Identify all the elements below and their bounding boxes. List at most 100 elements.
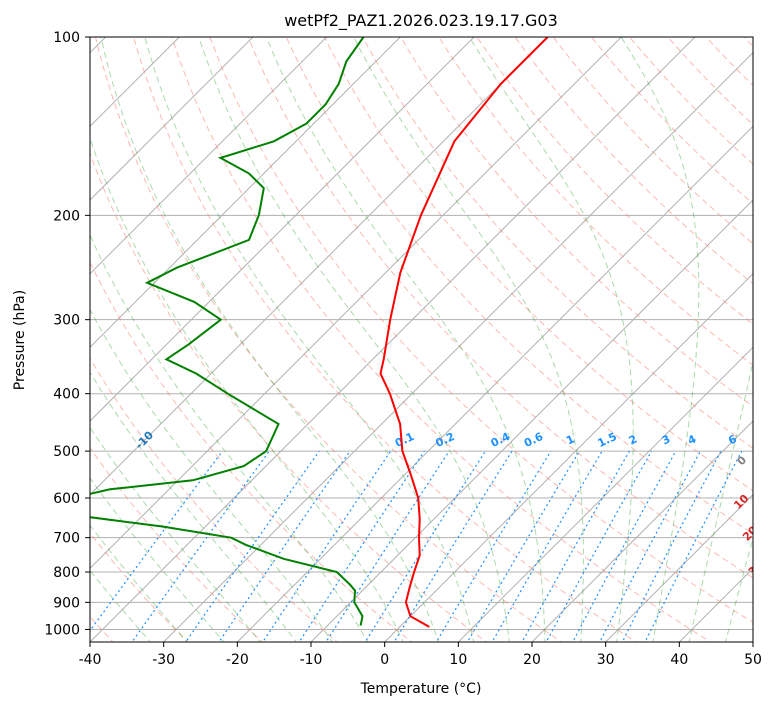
isotherm-line	[310, 199, 753, 642]
mixing-ratio-label: 0.1	[393, 430, 416, 450]
moist-adiabat-label: 30	[746, 558, 766, 578]
mixing-ratio-line	[599, 450, 702, 642]
moist-adiabat-label: 0	[735, 453, 750, 468]
isotherm-line	[604, 493, 753, 642]
x-tick-label: -20	[226, 652, 249, 668]
moist-adiabat-line	[144, 37, 475, 642]
mixing-ratio-line	[466, 450, 580, 642]
isotherm-line	[90, 37, 696, 642]
mixing-ratio-line	[572, 450, 677, 642]
dry-adiabat-line	[90, 357, 338, 642]
moist-adiabat-line	[90, 371, 297, 642]
chart-title: wetPf2_PAZ1.2026.023.19.17.G03	[284, 11, 558, 31]
y-axis-ticks: 100 200 300 400 500 600 700 800 900 1000	[44, 30, 90, 638]
dry-adiabat-line	[590, 37, 753, 205]
isotherm-line	[90, 37, 475, 422]
moist-adiabat-lines	[90, 37, 753, 642]
moist-adiabat-label: 20	[740, 523, 760, 543]
isotherm-line	[90, 37, 254, 201]
dewpoint-profile-line	[90, 37, 365, 626]
isotherm-line	[90, 37, 402, 349]
mixing-ratio-line	[90, 450, 223, 632]
mixing-ratio-label: 2	[627, 432, 639, 447]
mixing-ratio-label: 3	[660, 432, 672, 447]
temperature-profile-line	[379, 37, 549, 628]
mixing-ratio-line	[621, 450, 722, 642]
isotherm-line	[162, 51, 753, 642]
dry-adiabat-line	[514, 37, 753, 285]
dry-adiabat-line	[90, 532, 189, 642]
mixing-ratio-line	[491, 450, 603, 642]
isotherm-line	[383, 272, 753, 642]
dry-adiabat-line	[769, 24, 775, 645]
isotherm-lines	[90, 37, 753, 642]
moist-adiabat-line	[90, 308, 333, 642]
mixing-ratio-line	[218, 450, 351, 642]
moist-adiabat-label: 40	[759, 586, 775, 606]
moist-adiabat-line	[100, 37, 440, 642]
isotherm-line	[752, 641, 753, 642]
x-tick-label: -40	[79, 652, 102, 668]
dry-adiabat-line	[667, 37, 753, 126]
x-tick-label: 10	[449, 652, 467, 668]
x-tick-label: 30	[597, 652, 615, 668]
moist-adiabat-label: 10	[731, 492, 751, 512]
plot-area: -100-90-80-70-60-50-40-30-20-10010203040…	[90, 24, 775, 645]
dry-adiabat-line	[90, 446, 264, 642]
isotherm-line	[90, 37, 623, 570]
mixing-ratio-line	[185, 450, 320, 642]
x-axis-label: Temperature (°C)	[360, 681, 482, 697]
mixing-ratio-label: 0.6	[522, 430, 545, 450]
isotherm-line	[90, 37, 181, 128]
isotherm-line	[236, 125, 753, 642]
moist-adiabat-line	[265, 37, 546, 642]
dry-adiabat-line	[362, 37, 753, 449]
isotherm-line	[90, 37, 328, 275]
dry-adiabat-line	[90, 152, 488, 642]
mixing-ratio-label: 0.2	[434, 430, 457, 450]
dry-adiabat-line	[705, 37, 753, 87]
y-tick-label: 700	[53, 531, 80, 547]
dry-adiabat-lines	[90, 24, 775, 645]
y-axis-label: Pressure (hPa)	[12, 290, 28, 390]
plot-frame	[89, 36, 754, 643]
x-tick-label: 40	[670, 652, 688, 668]
y-tick-label: 900	[53, 595, 80, 611]
y-tick-label: 100	[53, 30, 80, 46]
mixing-ratio-line	[435, 450, 552, 642]
isobar-lines	[90, 37, 753, 630]
moist-adiabat-line	[90, 136, 404, 642]
isotherm-line	[90, 37, 549, 496]
mixing-ratio-lines	[90, 450, 743, 642]
y-tick-label: 600	[53, 491, 80, 507]
dry-adiabat-line	[323, 37, 753, 492]
mixing-ratio-label: 0.4	[489, 430, 512, 450]
y-tick-label: 400	[53, 387, 80, 403]
dry-adiabat-line	[209, 37, 753, 623]
isotherm-line	[678, 567, 753, 642]
moist-adiabat-line	[353, 37, 584, 642]
y-tick-label: 500	[53, 444, 80, 460]
moist-adiabat-line	[620, 37, 700, 642]
moist-adiabat-line	[468, 37, 634, 642]
dry-adiabat-line	[90, 261, 413, 642]
dry-adiabat-line	[400, 37, 753, 407]
y-tick-label: 1000	[44, 622, 80, 638]
moist-adiabat-line	[90, 233, 369, 642]
dry-adiabat-line	[133, 37, 637, 642]
x-tick-label: 0	[380, 652, 389, 668]
moist-adiabat-line	[90, 426, 261, 642]
x-tick-label: 50	[744, 652, 762, 668]
mixing-ratio-line	[644, 450, 743, 642]
x-tick-label: 20	[523, 652, 541, 668]
y-tick-label: 200	[53, 208, 80, 224]
y-tick-label: 800	[53, 565, 80, 581]
mixing-ratio-line	[521, 450, 631, 642]
x-tick-label: -10	[300, 652, 323, 668]
dry-adiabat-line	[171, 37, 712, 642]
dry-adiabat-line	[476, 37, 753, 325]
moist-adiabat-line	[688, 358, 753, 642]
mixing-ratio-line	[131, 450, 270, 642]
mixing-ratio-label: 1.5	[596, 430, 619, 450]
